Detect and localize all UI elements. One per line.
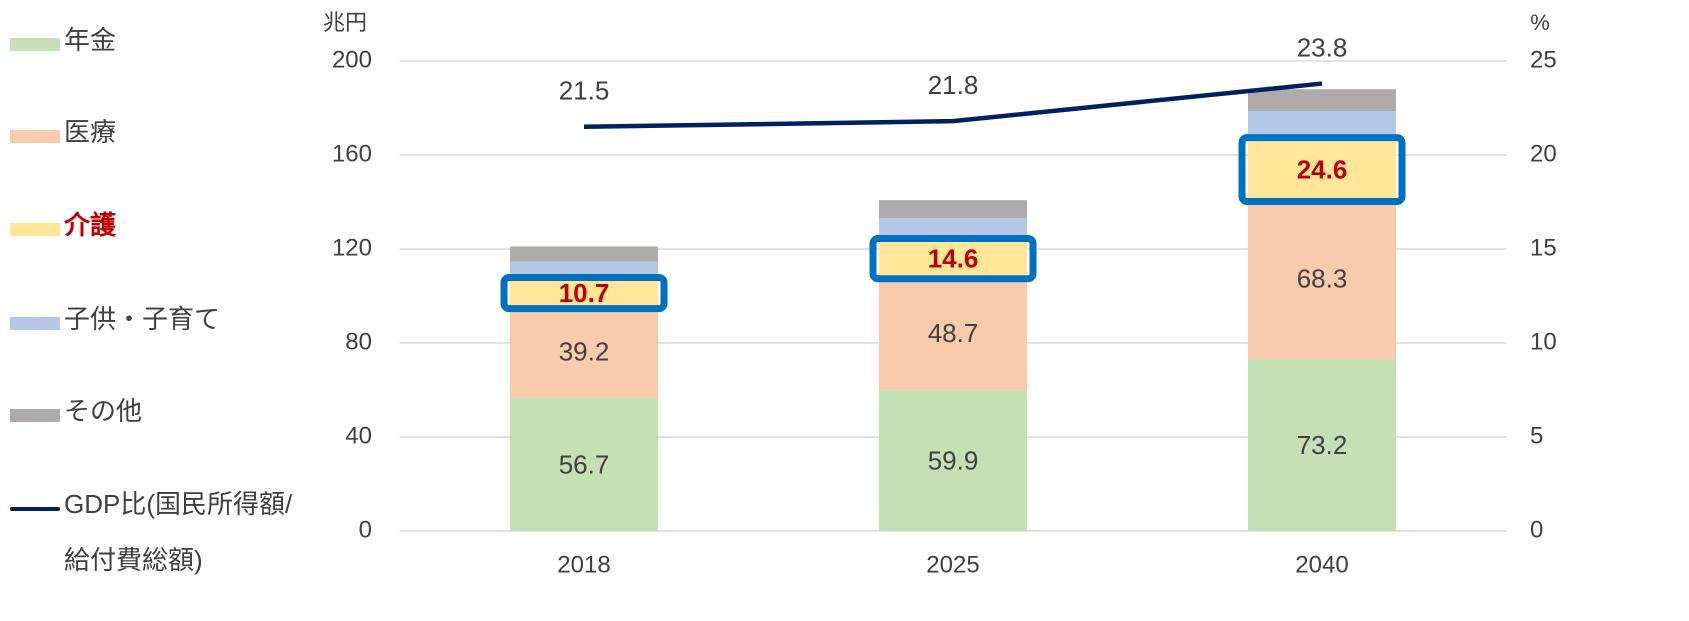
bar-segment [1248,140,1396,199]
x-tick-label: 2025 [926,551,979,578]
y-tick-label: 40 [345,422,372,449]
bar-segment [879,200,1027,218]
legend-swatch [10,38,60,51]
legend-item: その他 [10,396,294,439]
y-tick-label: 0 [359,516,372,543]
data-label: 24.6 [1297,154,1348,184]
bar-segment [1248,358,1396,531]
data-label: 68.3 [1297,264,1348,294]
bar-segment [879,241,1027,276]
y-tick-label: 120 [332,234,372,261]
line-series [583,81,1323,130]
bar-segment [510,246,658,262]
y2-tick-label: 25 [1530,46,1557,73]
bar-segment [1248,198,1396,359]
highlight-box [869,234,1037,283]
bar-segment [879,275,1027,391]
legend-item: 子供・子育て [10,304,294,347]
data-label: 73.2 [1297,430,1348,460]
legend-swatch [10,130,60,143]
highlight-box [500,273,668,313]
y2-tick-label: 15 [1530,234,1557,261]
line-label: 21.8 [928,70,979,100]
data-label: 10.7 [559,278,610,308]
bar-segment [1248,89,1396,112]
data-label: 56.7 [559,449,610,479]
legend-label: その他 [64,396,143,426]
legend-item: 医療 [10,117,294,160]
legend-item: 介護 [10,210,294,253]
y2-tick-label: 0 [1530,516,1543,543]
x-tick-label: 2018 [557,551,610,578]
y2-unit: % [1530,10,1550,35]
legend-label: 介護 [64,210,117,240]
bar-segment [510,305,658,398]
legend-swatch [10,223,60,236]
highlight-box [1238,134,1406,205]
bar-segment [510,280,658,306]
y-tick-label: 160 [332,140,372,167]
legend-swatch [10,409,60,422]
bar-segment [510,397,658,531]
bar-segment [879,390,1027,531]
data-label: 59.9 [928,445,979,475]
legend-label: 年金 [64,25,117,55]
legend-label: 子供・子育て [64,304,221,334]
data-label: 39.2 [559,337,610,367]
legend-label: GDP比(国民所得額/給付費総額) [64,489,293,575]
legend-item: GDP比(国民所得額/給付費総額) [10,489,294,588]
legend-item: 年金 [10,25,294,68]
y2-tick-label: 5 [1530,422,1543,449]
data-label: 14.6 [928,244,979,274]
legend-label: 医療 [64,117,117,147]
x-tick-label: 2040 [1295,551,1348,578]
data-label: 48.7 [928,318,979,348]
y-tick-label: 80 [345,328,372,355]
y-tick-label: 200 [332,46,372,73]
y-unit: 兆円 [323,10,367,35]
line-label: 23.8 [1297,32,1348,62]
y2-tick-label: 20 [1530,140,1557,167]
line-label: 21.5 [559,76,610,106]
legend-swatch [10,507,60,511]
y2-tick-label: 10 [1530,328,1557,355]
legend-swatch [10,317,60,330]
